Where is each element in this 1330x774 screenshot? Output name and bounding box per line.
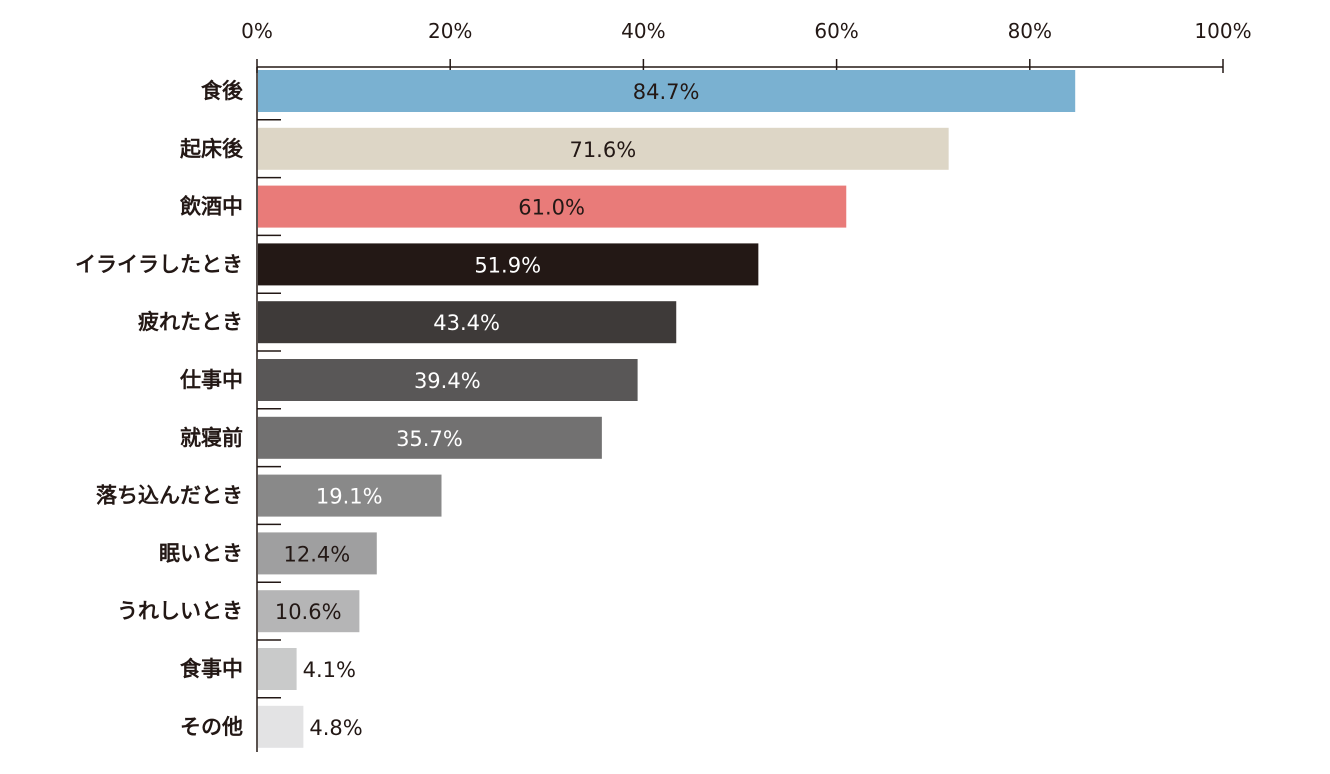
category-label: 落ち込んだとき [96,484,243,508]
value-label: 71.6% [569,138,636,162]
category-label: うれしいとき [117,599,243,623]
category-label: その他 [180,715,243,739]
x-tick-label: 40% [621,19,665,43]
value-label: 61.0% [518,196,585,220]
value-label: 51.9% [474,253,541,277]
x-tick-label: 80% [1008,19,1052,43]
category-label: 飲酒中 [179,195,243,219]
x-tick-label: 100% [1194,19,1251,43]
bars-layer [258,70,1076,748]
bar [258,185,847,228]
bar [258,532,377,575]
category-label: 就寝前 [180,426,243,450]
bar [258,301,677,344]
bar [258,590,360,633]
bar [258,648,297,690]
value-label: 19.1% [316,485,383,509]
bar [258,359,638,401]
x-tick-label: 60% [814,19,858,43]
category-label: 仕事中 [179,368,243,392]
x-tick-label: 0% [241,19,273,43]
category-label: 起床後 [179,137,244,161]
x-tick-label: 20% [428,19,472,43]
bar [258,243,759,286]
value-label: 35.7% [396,427,463,451]
bar [258,705,304,748]
bar [258,474,442,517]
category-label: 眠いとき [159,541,243,565]
bar [258,416,602,459]
value-label: 4.8% [309,716,362,740]
bar [258,70,1076,112]
value-label: 4.1% [303,658,356,682]
bar [258,127,949,170]
category-label: 食後 [201,79,244,103]
value-label: 84.7% [633,80,700,104]
value-label: 10.6% [275,600,342,624]
value-label: 12.4% [284,542,351,566]
value-label: 43.4% [433,311,500,335]
category-label: 疲れたとき [138,310,243,334]
category-label: 食事中 [180,657,243,681]
value-label: 39.4% [414,369,481,393]
axis-layer: 0% 20% 40% 60% 80% 100% [241,19,1252,752]
labels-layer: 食後 84.7% 起床後 71.6% 飲酒中 61.0% イライラしたとき 51.9% 疲れたと… [75,79,699,740]
category-label: イライラしたとき [75,252,243,276]
